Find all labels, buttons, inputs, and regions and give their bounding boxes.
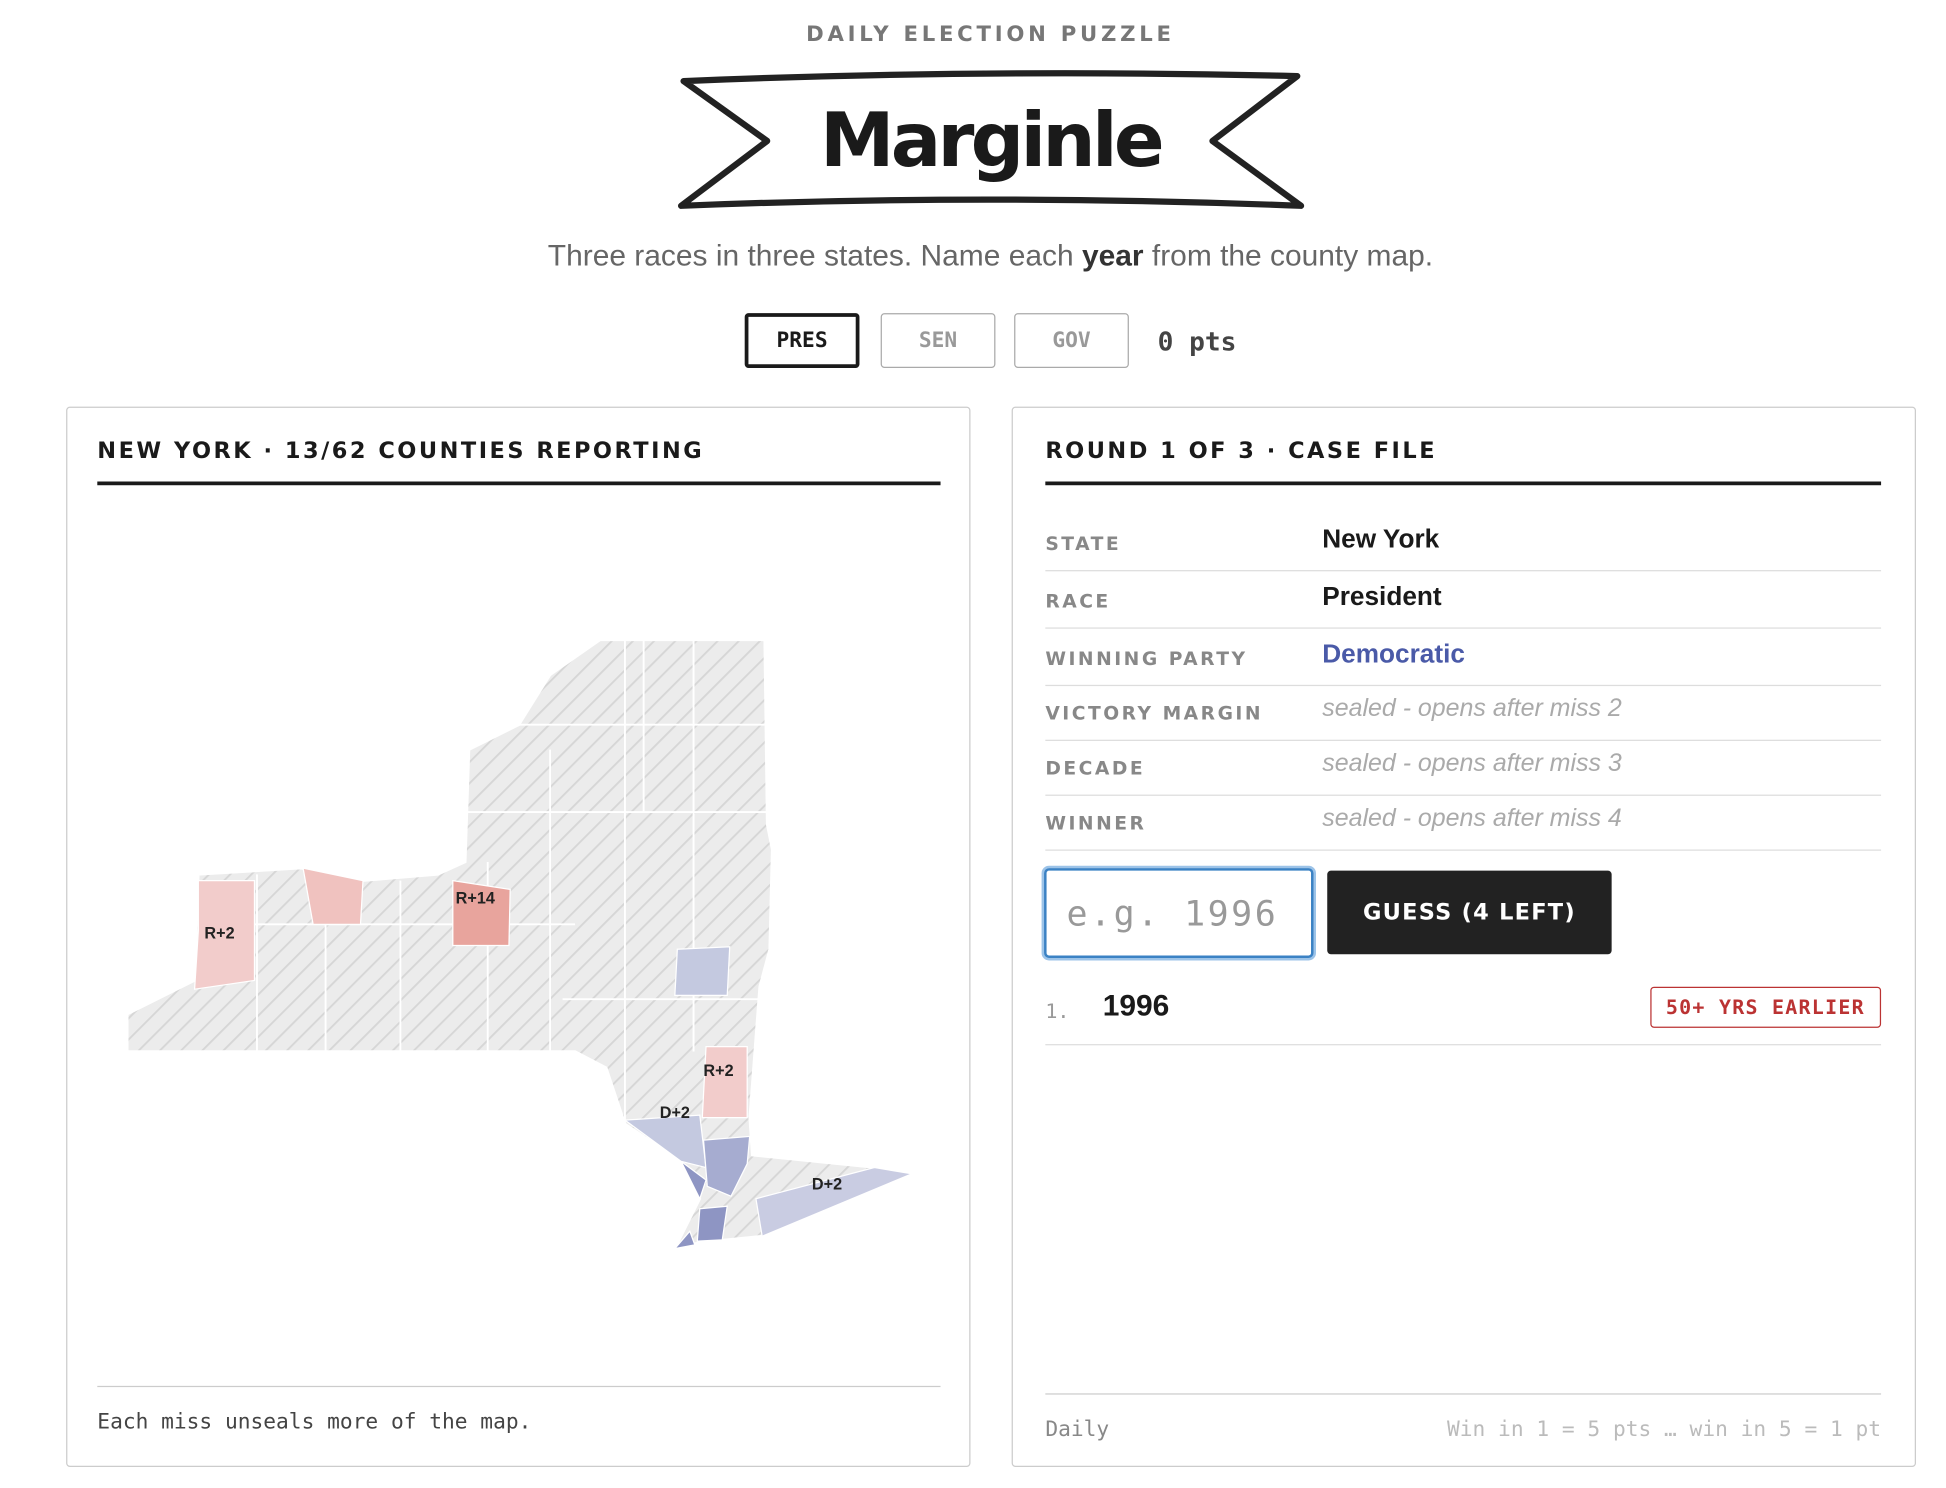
year-input[interactable] [1044,868,1314,959]
county-map [125,638,917,1251]
case-footer: Daily Win in 1 = 5 pts … win in 5 = 1 pt [1045,1393,1882,1442]
fact-label: DECADE [1045,757,1146,780]
map-footer: Each miss unseals more of the map. [97,1385,941,1435]
fact-row: WINNING PARTY Democratic [1045,630,1882,687]
county-label: R+14 [456,890,495,908]
fact-label: WINNER [1045,812,1147,835]
fact-row: VICTORY MARGIN sealed - opens after miss … [1045,685,1882,741]
guess-button[interactable]: GUESS (4 LEFT) [1327,870,1612,955]
subtitle-text: Three races in three states. Name each [547,239,1074,274]
panel-heading: NEW YORK · 13/62 COUNTIES REPORTING [97,438,941,486]
subtitle-text: from the county map. [1151,239,1434,274]
title: Marginle [819,97,1165,185]
fact-row: DECADE sealed - opens after miss 3 [1045,740,1882,796]
guess-year: 1996 [1102,989,1170,1023]
fact-value: Democratic [1322,639,1465,669]
subtitle: Three races in three states. Name each y… [0,240,1946,275]
fact-label: STATE [1045,532,1122,556]
county-label: D+2 [660,1104,690,1122]
county-label: R+2 [703,1062,733,1080]
case-panel: ROUND 1 OF 3 · CASE FILE GUESS (4 LEFT) … [1011,406,1917,1467]
fact-row: RACE President [1045,573,1882,629]
fact-value: President [1322,582,1442,612]
county-label: R+2 [204,925,234,943]
fact-row: WINNER sealed - opens after miss 4 [1045,795,1882,851]
subtitle-emphasis: year [1081,239,1144,274]
county-label: D+2 [812,1175,842,1193]
fact-value: sealed - opens after miss 2 [1322,694,1622,723]
fact-row: STATE New York [1045,515,1882,572]
footer-left: Daily [1045,1417,1110,1442]
guess-row: 1. 1996 50+ YRS EARLIER [1045,979,1882,1046]
guess-hint: 50+ YRS EARLIER [1649,986,1882,1028]
guess-index: 1. [1045,999,1070,1023]
fact-label: WINNING PARTY [1045,647,1248,670]
fact-value: New York [1322,525,1440,554]
fact-value: sealed - opens after miss 4 [1322,804,1622,833]
fact-label: RACE [1045,590,1111,613]
tab[interactable]: GOV [1014,313,1129,368]
points: 0 pts [1157,326,1237,357]
fact-label: VICTORY MARGIN [1045,702,1264,725]
tab[interactable]: SEN [880,313,996,368]
panel-heading: ROUND 1 OF 3 · CASE FILE [1045,438,1882,486]
tab[interactable]: PRES [744,313,860,368]
eyebrow: DAILY ELECTION PUZZLE [806,22,1175,48]
fact-value: sealed - opens after miss 3 [1322,749,1622,778]
map-labels: R+2 R+14 R+2 D+2 D+2 [204,890,842,1194]
banner [677,70,1305,209]
map-panel: NEW YORK · 13/62 COUNTIES REPORTING [66,406,971,1467]
footer-right: Win in 1 = 5 pts … win in 5 = 1 pt [1446,1417,1882,1442]
